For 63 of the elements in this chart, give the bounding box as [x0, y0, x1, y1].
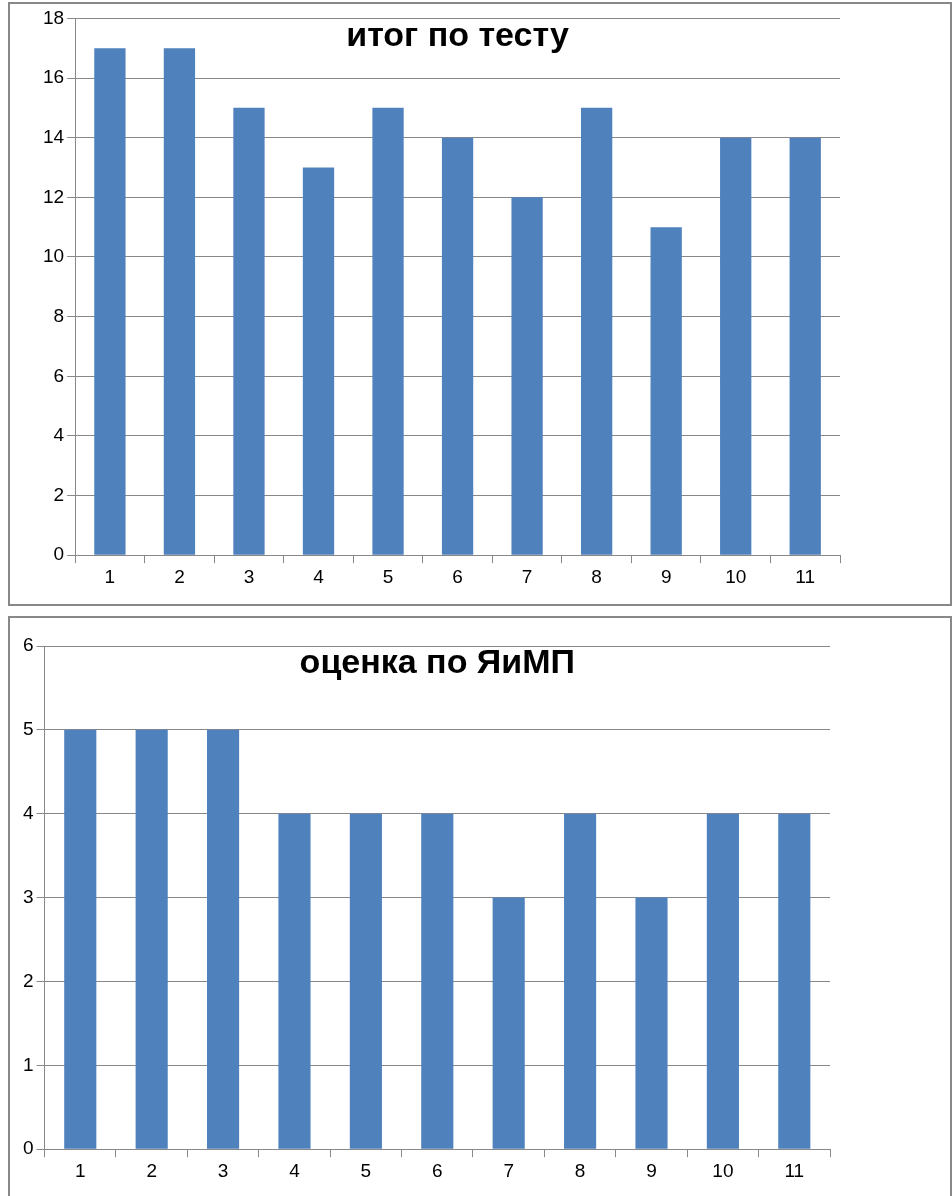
y-tick-label: 0: [53, 543, 65, 565]
bar: [635, 897, 668, 1149]
bar: [564, 813, 597, 1149]
x-tick-label: 8: [591, 565, 602, 587]
x-tick-label: 4: [289, 1159, 301, 1181]
bar: [163, 48, 196, 555]
y-tick-label: 10: [42, 245, 65, 267]
y-tick-label: 18: [42, 6, 65, 28]
y-tick-label: 16: [42, 66, 65, 88]
bar: [580, 107, 613, 555]
bar: [94, 48, 126, 555]
bar: [720, 137, 752, 555]
bar: [650, 227, 682, 555]
y-tick-label: 5: [22, 718, 34, 740]
x-tick-label: 2: [146, 1159, 157, 1181]
y-tick-label: 4: [53, 424, 65, 446]
y-tick-label: 0: [22, 1137, 34, 1159]
x-tick-label: 11: [784, 1159, 805, 1181]
x-tick-label: 7: [503, 1159, 514, 1181]
bar: [492, 897, 525, 1149]
x-tick-label: 9: [660, 565, 672, 587]
x-tick-label: 6: [452, 565, 463, 587]
y-tick-label: 2: [53, 483, 65, 505]
chart-title: итог по тесту: [346, 14, 569, 53]
x-tick-label: 11: [795, 565, 816, 587]
x-tick-label: 5: [382, 565, 394, 587]
y-tick-label: 4: [22, 801, 34, 823]
y-tick-label: 6: [22, 634, 34, 656]
x-tick-label: 3: [243, 565, 255, 587]
bar: [278, 813, 311, 1149]
y-tick-label: 12: [42, 185, 65, 207]
bar: [441, 137, 474, 555]
y-tick-label: 1: [22, 1053, 34, 1075]
x-tick-label: 8: [574, 1159, 586, 1181]
bar: [372, 107, 404, 555]
bar: [135, 729, 168, 1149]
bar: [778, 813, 811, 1149]
x-tick-label: 1: [104, 565, 116, 587]
x-tick-label: 3: [217, 1159, 229, 1181]
x-tick-label: 1: [74, 1159, 86, 1181]
x-tick-label: 4: [313, 565, 325, 587]
x-tick-label: 2: [174, 565, 185, 587]
bar: [706, 813, 739, 1149]
y-tick-label: 3: [22, 885, 34, 907]
x-tick-label: 10: [712, 1159, 734, 1181]
y-tick-label: 14: [42, 125, 65, 147]
y-tick-label: 2: [22, 969, 34, 991]
bar: [511, 197, 543, 555]
x-tick-label: 9: [646, 1159, 657, 1181]
y-tick-label: 8: [53, 304, 65, 326]
bar: [64, 729, 97, 1149]
bar: [302, 167, 335, 555]
bar: [349, 813, 382, 1149]
chart-title: оценка по ЯиМП: [299, 642, 575, 681]
bar: [207, 729, 240, 1149]
bar: [789, 137, 821, 555]
x-tick-label: 7: [521, 565, 533, 587]
x-tick-label: 5: [360, 1159, 372, 1181]
x-tick-label: 6: [431, 1159, 443, 1181]
x-tick-label: 10: [725, 565, 747, 587]
y-tick-label: 6: [53, 364, 65, 386]
bar: [421, 813, 454, 1149]
bar: [233, 107, 265, 555]
